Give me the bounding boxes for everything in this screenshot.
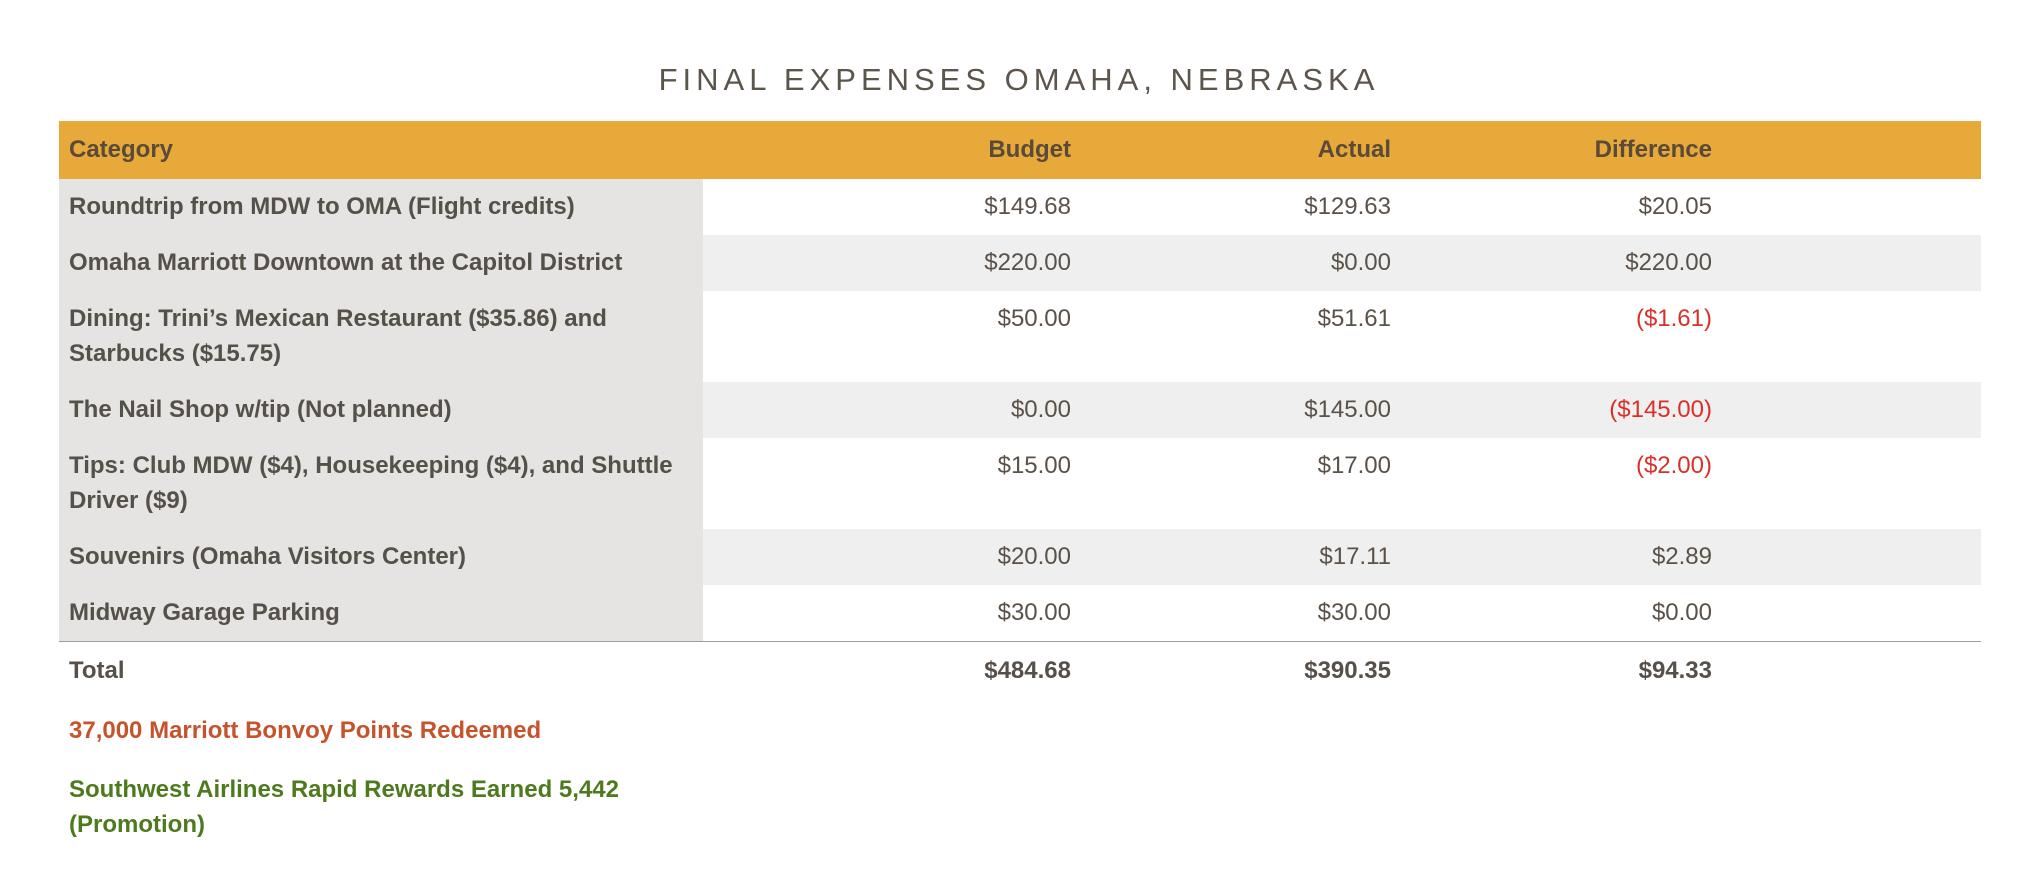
category-cell: Tips: Club MDW ($4), Housekeeping ($4), … [59, 438, 703, 529]
budget-cell: $15.00 [997, 452, 1071, 479]
table-row: Omaha Marriott Downtown at the Capitol D… [59, 235, 1981, 291]
actual-cell: $129.63 [1304, 193, 1391, 220]
actual-cell: $145.00 [1071, 382, 1391, 438]
actual-cell: $0.00 [1071, 235, 1391, 291]
total-actual: $390.35 [1304, 657, 1391, 684]
budget-cell: $20.00 [703, 529, 1071, 585]
table-row: Souvenirs (Omaha Visitors Center) $20.00… [59, 529, 1981, 585]
rewards-earned-note: Southwest Airlines Rapid Rewards Earned … [69, 776, 619, 838]
difference-cell: $220.00 [1391, 235, 1712, 291]
difference-cell: $20.05 [1638, 193, 1712, 220]
category-cell: Roundtrip from MDW to OMA (Flight credit… [59, 179, 703, 235]
table-row: Midway Garage Parking $30.00 $30.00 $0.0… [59, 585, 1981, 641]
total-label: Total [69, 657, 125, 684]
budget-cell: $0.00 [703, 382, 1071, 438]
table-row: Tips: Club MDW ($4), Housekeeping ($4), … [59, 438, 1981, 529]
category-cell: Midway Garage Parking [59, 585, 703, 641]
difference-cell: ($1.61) [1635, 305, 1712, 332]
actual-cell: $51.61 [1317, 305, 1391, 332]
budget-cell: $220.00 [703, 235, 1071, 291]
category-cell: The Nail Shop w/tip (Not planned) [59, 382, 703, 438]
category-cell: Dining: Trini’s Mexican Restaurant ($35.… [59, 291, 703, 382]
difference-cell: $2.89 [1391, 529, 1712, 585]
total-row: Total $484.68 $390.35 $94.33 [59, 641, 1981, 699]
column-header-budget: Budget [988, 136, 1071, 163]
actual-cell: $30.00 [1317, 599, 1391, 626]
table-row: The Nail Shop w/tip (Not planned) $0.00 … [59, 382, 1981, 438]
budget-cell: $149.68 [984, 193, 1071, 220]
expenses-table: Category Budget Actual Difference Roundt… [59, 121, 1981, 699]
total-difference: $94.33 [1638, 657, 1712, 684]
budget-cell: $30.00 [997, 599, 1071, 626]
column-header-difference: Difference [1594, 136, 1712, 163]
difference-cell: ($2.00) [1635, 452, 1712, 479]
actual-cell: $17.00 [1317, 452, 1391, 479]
difference-cell: ($145.00) [1391, 382, 1712, 438]
category-cell: Omaha Marriott Downtown at the Capitol D… [59, 235, 703, 291]
points-redeemed-note: 37,000 Marriott Bonvoy Points Redeemed [69, 717, 542, 744]
actual-cell: $17.11 [1071, 529, 1391, 585]
page-title: FINAL EXPENSES OMAHA, NEBRASKA [658, 62, 1380, 97]
difference-cell: $0.00 [1651, 599, 1712, 626]
column-header-category: Category [69, 136, 174, 163]
table-header-row: Category Budget Actual Difference [59, 121, 1981, 179]
budget-cell: $50.00 [997, 305, 1071, 332]
column-header-actual: Actual [1317, 136, 1391, 163]
table-row: Roundtrip from MDW to OMA (Flight credit… [59, 179, 1981, 235]
table-row: Dining: Trini’s Mexican Restaurant ($35.… [59, 291, 1981, 382]
total-budget: $484.68 [984, 657, 1071, 684]
category-cell: Souvenirs (Omaha Visitors Center) [59, 529, 703, 585]
